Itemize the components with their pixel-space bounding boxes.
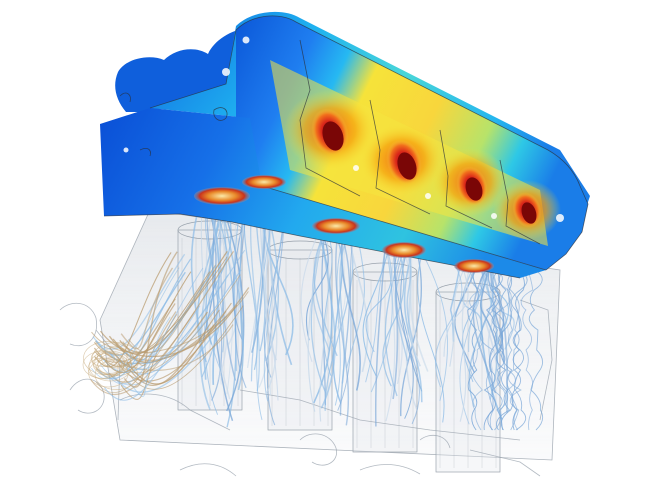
streamline <box>468 268 480 353</box>
swirl-loop <box>94 359 139 390</box>
streamline-right <box>487 269 504 431</box>
intake-streamline <box>95 271 186 356</box>
streamline <box>394 251 409 362</box>
swirl-loop <box>88 350 133 382</box>
streamline <box>395 253 420 425</box>
intake-streamline <box>104 271 192 374</box>
valve-seats <box>194 175 494 273</box>
streamline <box>337 224 356 411</box>
intake-streamline <box>103 305 201 401</box>
streamline-right <box>497 269 514 431</box>
block-outline <box>299 433 338 466</box>
bolt-holes <box>123 36 564 222</box>
streamline-right <box>511 269 528 431</box>
intake-streamline <box>126 324 215 385</box>
streamline <box>449 269 465 367</box>
intake-streamline <box>106 267 204 385</box>
port-core-1 <box>322 121 344 151</box>
streamline <box>403 249 418 409</box>
head-left-end <box>115 28 262 112</box>
streamline-right <box>491 269 506 431</box>
streamline <box>206 198 220 385</box>
intake-streamline <box>128 264 216 354</box>
streamline <box>454 268 477 374</box>
streamline <box>323 227 333 376</box>
swirl-loop <box>90 349 115 367</box>
streamline <box>340 226 361 391</box>
intake-streamline <box>112 271 211 355</box>
streamline <box>459 268 470 422</box>
streamline <box>382 247 405 387</box>
streamline <box>365 252 386 383</box>
streamline-right <box>479 269 495 431</box>
port-core-3 <box>465 177 483 201</box>
streamline-right <box>467 269 479 431</box>
valve-seat-5 <box>454 259 494 273</box>
head-outline-lines <box>103 15 589 279</box>
block-outline <box>179 463 237 477</box>
streamline <box>320 224 336 409</box>
streamline <box>392 247 399 400</box>
valve-seat-1 <box>194 187 250 205</box>
streamline <box>443 264 469 357</box>
swirl-loop <box>87 357 119 380</box>
streamline <box>370 249 393 393</box>
block-outline <box>59 302 98 346</box>
streamline <box>307 227 324 412</box>
cylinder-head <box>100 11 590 279</box>
block-outline <box>519 299 553 421</box>
streamline <box>417 249 445 423</box>
flow-streamlines <box>82 178 544 431</box>
block-outline <box>359 464 421 475</box>
streamline <box>409 251 429 372</box>
streamline <box>331 228 343 404</box>
streamline <box>374 247 386 427</box>
intake-streamline <box>129 305 244 390</box>
swirl-loop <box>97 353 129 376</box>
streamline-right <box>469 269 484 431</box>
block-outline <box>119 393 231 431</box>
intake-streamline <box>117 310 227 382</box>
streamline <box>434 264 463 388</box>
block-outline <box>469 449 541 477</box>
block-outline <box>69 378 105 414</box>
streamline <box>365 251 392 353</box>
intake-streamline <box>91 267 180 380</box>
intake-streamline <box>123 251 178 388</box>
streamline-right <box>528 269 544 431</box>
streamline <box>420 250 448 402</box>
streamline <box>406 252 414 343</box>
intake-streamline <box>92 253 186 350</box>
valve-seat-3 <box>312 218 360 234</box>
streamline <box>405 247 421 367</box>
streamline-right <box>496 269 512 431</box>
streamline <box>403 251 423 403</box>
streamline <box>300 224 323 362</box>
valve-seat-2 <box>242 175 286 189</box>
streamline-right <box>520 269 534 431</box>
streamline <box>485 266 515 350</box>
streamline-right <box>507 269 522 431</box>
intake-streamline <box>113 315 227 393</box>
intake-streamline <box>128 309 220 386</box>
streamline <box>305 225 329 341</box>
port-core-4 <box>521 202 537 224</box>
streamline <box>190 194 207 380</box>
port-core-2 <box>397 152 417 180</box>
streamline <box>400 246 423 417</box>
streamline <box>385 248 396 422</box>
block-outline <box>239 389 521 441</box>
streamline-right <box>495 269 511 431</box>
streamline <box>449 267 461 342</box>
streamline <box>335 227 350 426</box>
block-outline <box>419 434 451 449</box>
swirl-loop <box>91 342 140 377</box>
streamline <box>480 269 500 354</box>
streamline <box>400 248 423 392</box>
valve-seat-4 <box>382 242 426 258</box>
head-front-face <box>100 108 546 278</box>
